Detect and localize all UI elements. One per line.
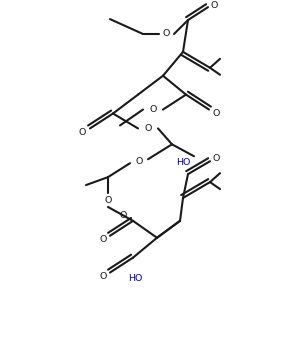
Text: HO: HO bbox=[128, 274, 142, 283]
Text: O: O bbox=[99, 272, 107, 281]
Text: O: O bbox=[119, 211, 127, 220]
Text: O: O bbox=[144, 124, 152, 133]
Text: HO: HO bbox=[176, 158, 190, 167]
Text: O: O bbox=[104, 197, 112, 206]
Text: O: O bbox=[210, 1, 218, 10]
Text: O: O bbox=[78, 128, 86, 137]
Text: O: O bbox=[162, 29, 170, 38]
Text: O: O bbox=[212, 109, 220, 118]
Text: O: O bbox=[135, 157, 143, 166]
Text: O: O bbox=[99, 235, 107, 244]
Text: O: O bbox=[149, 105, 157, 114]
Text: O: O bbox=[212, 154, 220, 163]
